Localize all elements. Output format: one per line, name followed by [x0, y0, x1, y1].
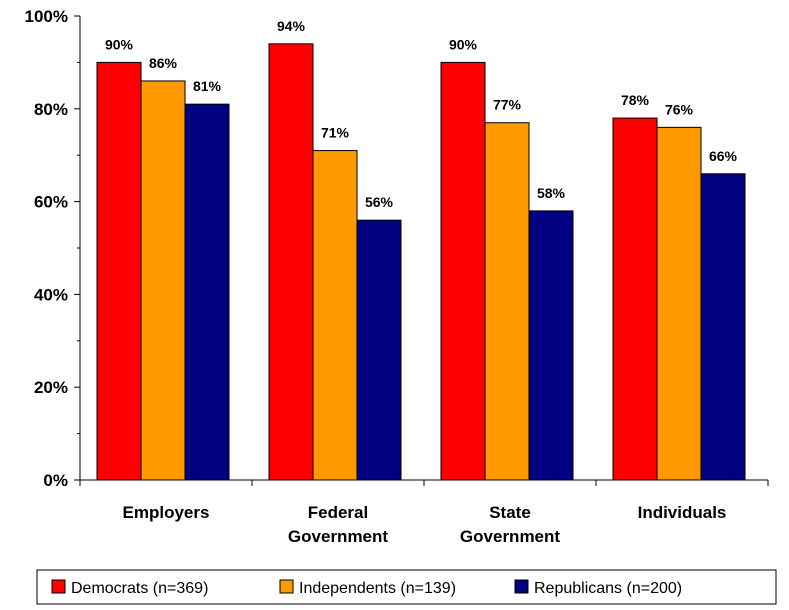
x-category-label: State: [489, 503, 531, 522]
data-label: 71%: [321, 125, 350, 141]
data-label: 90%: [105, 36, 134, 52]
bar: [268, 43, 314, 481]
legend: Democrats (n=369) Independents (n=139) Rep…: [36, 569, 777, 605]
data-label: 86%: [149, 55, 178, 71]
bar: [656, 126, 702, 481]
legend-box: [36, 569, 777, 605]
legend-swatch: [279, 579, 294, 594]
data-label: 56%: [365, 194, 394, 210]
data-label: 78%: [621, 92, 650, 108]
bar: [184, 103, 230, 481]
y-tick-label: 20%: [34, 378, 68, 397]
bar: [356, 219, 402, 481]
bar: [484, 122, 530, 481]
x-category-label: Individuals: [638, 503, 727, 522]
data-label: 90%: [449, 36, 478, 52]
legend-label: Democrats (n=369): [71, 580, 208, 597]
bar: [312, 150, 358, 481]
bar: [612, 117, 658, 481]
bar: [700, 173, 746, 481]
chart-bars: [96, 43, 746, 481]
data-label: 94%: [277, 18, 306, 34]
data-label: 81%: [193, 78, 222, 94]
x-category-label: Federal: [308, 503, 368, 522]
chart-labels: 90% 86% 81% Employers 94% 71% 56% Federal Govern…: [105, 18, 738, 546]
x-category-label: Government: [288, 527, 388, 546]
y-tick-label: 100%: [25, 7, 68, 26]
y-tick-label: 0%: [43, 471, 68, 490]
data-label: 77%: [493, 97, 522, 113]
legend-swatch: [514, 579, 529, 594]
data-label: 58%: [537, 185, 566, 201]
legend-label: Independents (n=139): [299, 580, 456, 597]
legend-swatch: [51, 579, 66, 594]
x-category-label: Employers: [123, 503, 210, 522]
y-tick-label: 80%: [34, 100, 68, 119]
data-label: 66%: [709, 148, 738, 164]
bar: [440, 61, 486, 481]
bar: [140, 80, 186, 481]
bar: [528, 210, 574, 481]
bar: [96, 61, 142, 481]
data-label: 76%: [665, 101, 694, 117]
x-category-label: Government: [460, 527, 560, 546]
y-tick-label: 40%: [34, 285, 68, 304]
legend-label: Republicans (n=200): [534, 580, 682, 597]
y-tick-label: 60%: [34, 193, 68, 212]
